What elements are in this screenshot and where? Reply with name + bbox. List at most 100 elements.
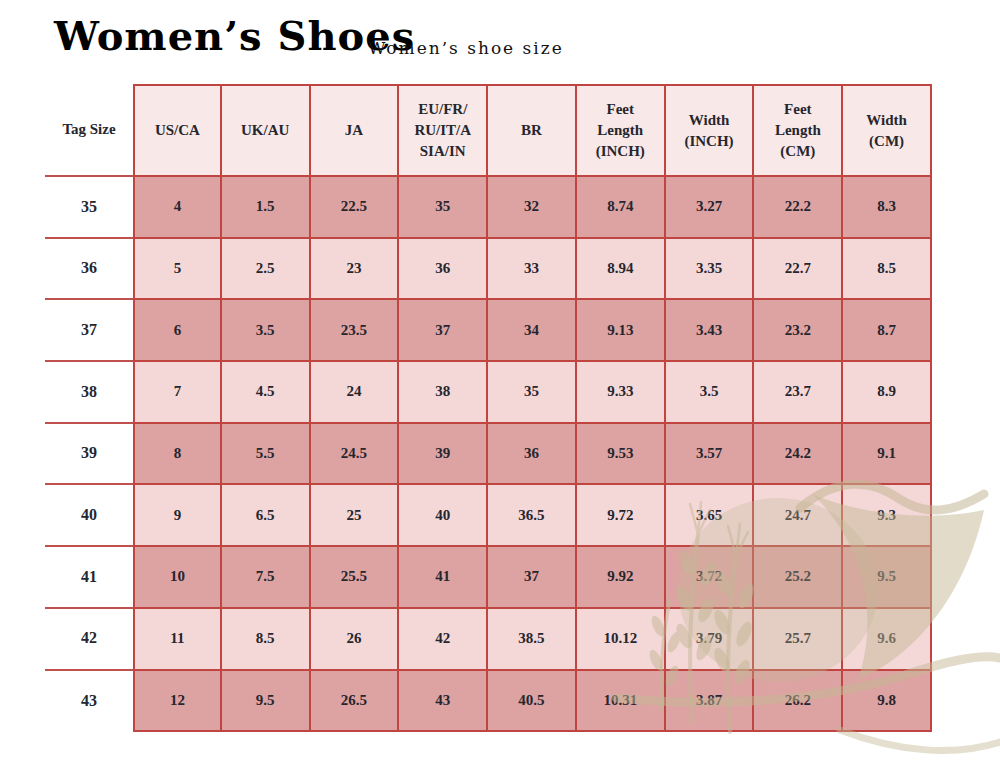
size-value-cell: 36: [488, 424, 577, 486]
size-value-cell: 23.5: [311, 300, 400, 362]
size-value-cell: 9.5: [222, 671, 311, 733]
size-value-cell: 8.5: [843, 239, 932, 301]
size-value-cell: 9.13: [577, 300, 666, 362]
size-value-cell: 5.5: [222, 424, 311, 486]
size-value-cell: 8.94: [577, 239, 666, 301]
shoe-size-table: Tag Size US/CA UK/AU JA EU/FR/ RU/IT/A S…: [45, 84, 932, 732]
size-value-cell: 38: [399, 362, 488, 424]
size-value-cell: 7.5: [222, 547, 311, 609]
size-value-cell: 23.2: [754, 300, 843, 362]
size-value-cell: 25.2: [754, 547, 843, 609]
size-value-cell: 11: [133, 609, 222, 671]
size-value-cell: 6: [133, 300, 222, 362]
size-value-cell: 39: [399, 424, 488, 486]
size-value-cell: 36.5: [488, 485, 577, 547]
size-value-cell: 36: [399, 239, 488, 301]
size-value-cell: 24.7: [754, 485, 843, 547]
size-value-cell: 9.53: [577, 424, 666, 486]
size-value-cell: 9.6: [843, 609, 932, 671]
size-value-cell: 3.27: [666, 177, 755, 239]
size-value-cell: 8: [133, 424, 222, 486]
size-value-cell: 8.9: [843, 362, 932, 424]
size-value-cell: 3.5: [666, 362, 755, 424]
size-value-cell: 12: [133, 671, 222, 733]
size-value-cell: 5: [133, 239, 222, 301]
size-value-cell: 3.43: [666, 300, 755, 362]
size-value-cell: 37: [399, 300, 488, 362]
size-value-cell: 3.57: [666, 424, 755, 486]
size-value-cell: 3.65: [666, 485, 755, 547]
size-value-cell: 3.5: [222, 300, 311, 362]
size-value-cell: 8.3: [843, 177, 932, 239]
size-value-cell: 1.5: [222, 177, 311, 239]
size-value-cell: 42: [399, 609, 488, 671]
tag-size-cell: 37: [45, 300, 133, 362]
size-value-cell: 22.7: [754, 239, 843, 301]
size-value-cell: 23: [311, 239, 400, 301]
size-value-cell: 22.2: [754, 177, 843, 239]
size-value-cell: 9.5: [843, 547, 932, 609]
size-value-cell: 8.74: [577, 177, 666, 239]
page-subtitle: Women’s shoe size: [368, 38, 564, 58]
size-value-cell: 3.35: [666, 239, 755, 301]
size-value-cell: 40: [399, 485, 488, 547]
size-value-cell: 8.5: [222, 609, 311, 671]
size-value-cell: 9.72: [577, 485, 666, 547]
size-value-cell: 24: [311, 362, 400, 424]
tag-size-cell: 42: [45, 609, 133, 671]
size-value-cell: 34: [488, 300, 577, 362]
tag-size-cell: 39: [45, 424, 133, 486]
column-header-tag-size: Tag Size: [45, 84, 133, 177]
size-value-cell: 10: [133, 547, 222, 609]
column-header-feet-length-cm: Feet Length (CM): [754, 84, 843, 177]
column-header-width-inch: Width (INCH): [666, 84, 755, 177]
size-value-cell: 4.5: [222, 362, 311, 424]
size-value-cell: 2.5: [222, 239, 311, 301]
size-value-cell: 9.92: [577, 547, 666, 609]
size-value-cell: 9.3: [843, 485, 932, 547]
size-value-cell: 32: [488, 177, 577, 239]
tag-size-cell: 36: [45, 239, 133, 301]
tag-size-cell: 40: [45, 485, 133, 547]
column-header-uk-au: UK/AU: [222, 84, 311, 177]
size-value-cell: 10.31: [577, 671, 666, 733]
size-value-cell: 3.79: [666, 609, 755, 671]
page-title: Women’s Shoes: [54, 12, 415, 59]
tag-size-cell: 38: [45, 362, 133, 424]
size-value-cell: 38.5: [488, 609, 577, 671]
size-value-cell: 33: [488, 239, 577, 301]
size-value-cell: 9.8: [843, 671, 932, 733]
size-value-cell: 40.5: [488, 671, 577, 733]
column-header-br: BR: [488, 84, 577, 177]
size-value-cell: 35: [399, 177, 488, 239]
size-value-cell: 25.7: [754, 609, 843, 671]
column-header-us-ca: US/CA: [133, 84, 222, 177]
tag-size-cell: 43: [45, 671, 133, 733]
size-value-cell: 10.12: [577, 609, 666, 671]
size-value-cell: 8.7: [843, 300, 932, 362]
size-value-cell: 3.72: [666, 547, 755, 609]
watermark-hull-curve: [840, 730, 1000, 750]
size-value-cell: 9.1: [843, 424, 932, 486]
size-value-cell: 4: [133, 177, 222, 239]
size-value-cell: 22.5: [311, 177, 400, 239]
size-value-cell: 25.5: [311, 547, 400, 609]
size-value-cell: 24.2: [754, 424, 843, 486]
size-value-cell: 26.2: [754, 671, 843, 733]
size-value-cell: 7: [133, 362, 222, 424]
tag-size-cell: 41: [45, 547, 133, 609]
size-value-cell: 43: [399, 671, 488, 733]
column-header-feet-length-inch: Feet Length (INCH): [577, 84, 666, 177]
size-value-cell: 37: [488, 547, 577, 609]
size-value-cell: 9.33: [577, 362, 666, 424]
size-value-cell: 6.5: [222, 485, 311, 547]
column-header-ja: JA: [311, 84, 400, 177]
size-value-cell: 24.5: [311, 424, 400, 486]
column-header-eu-fr-ru-it-asia-in: EU/FR/ RU/IT/A SIA/IN: [399, 84, 488, 177]
size-value-cell: 26: [311, 609, 400, 671]
size-value-cell: 3.87: [666, 671, 755, 733]
column-header-width-cm: Width (CM): [843, 84, 932, 177]
size-value-cell: 35: [488, 362, 577, 424]
size-value-cell: 23.7: [754, 362, 843, 424]
size-value-cell: 9: [133, 485, 222, 547]
